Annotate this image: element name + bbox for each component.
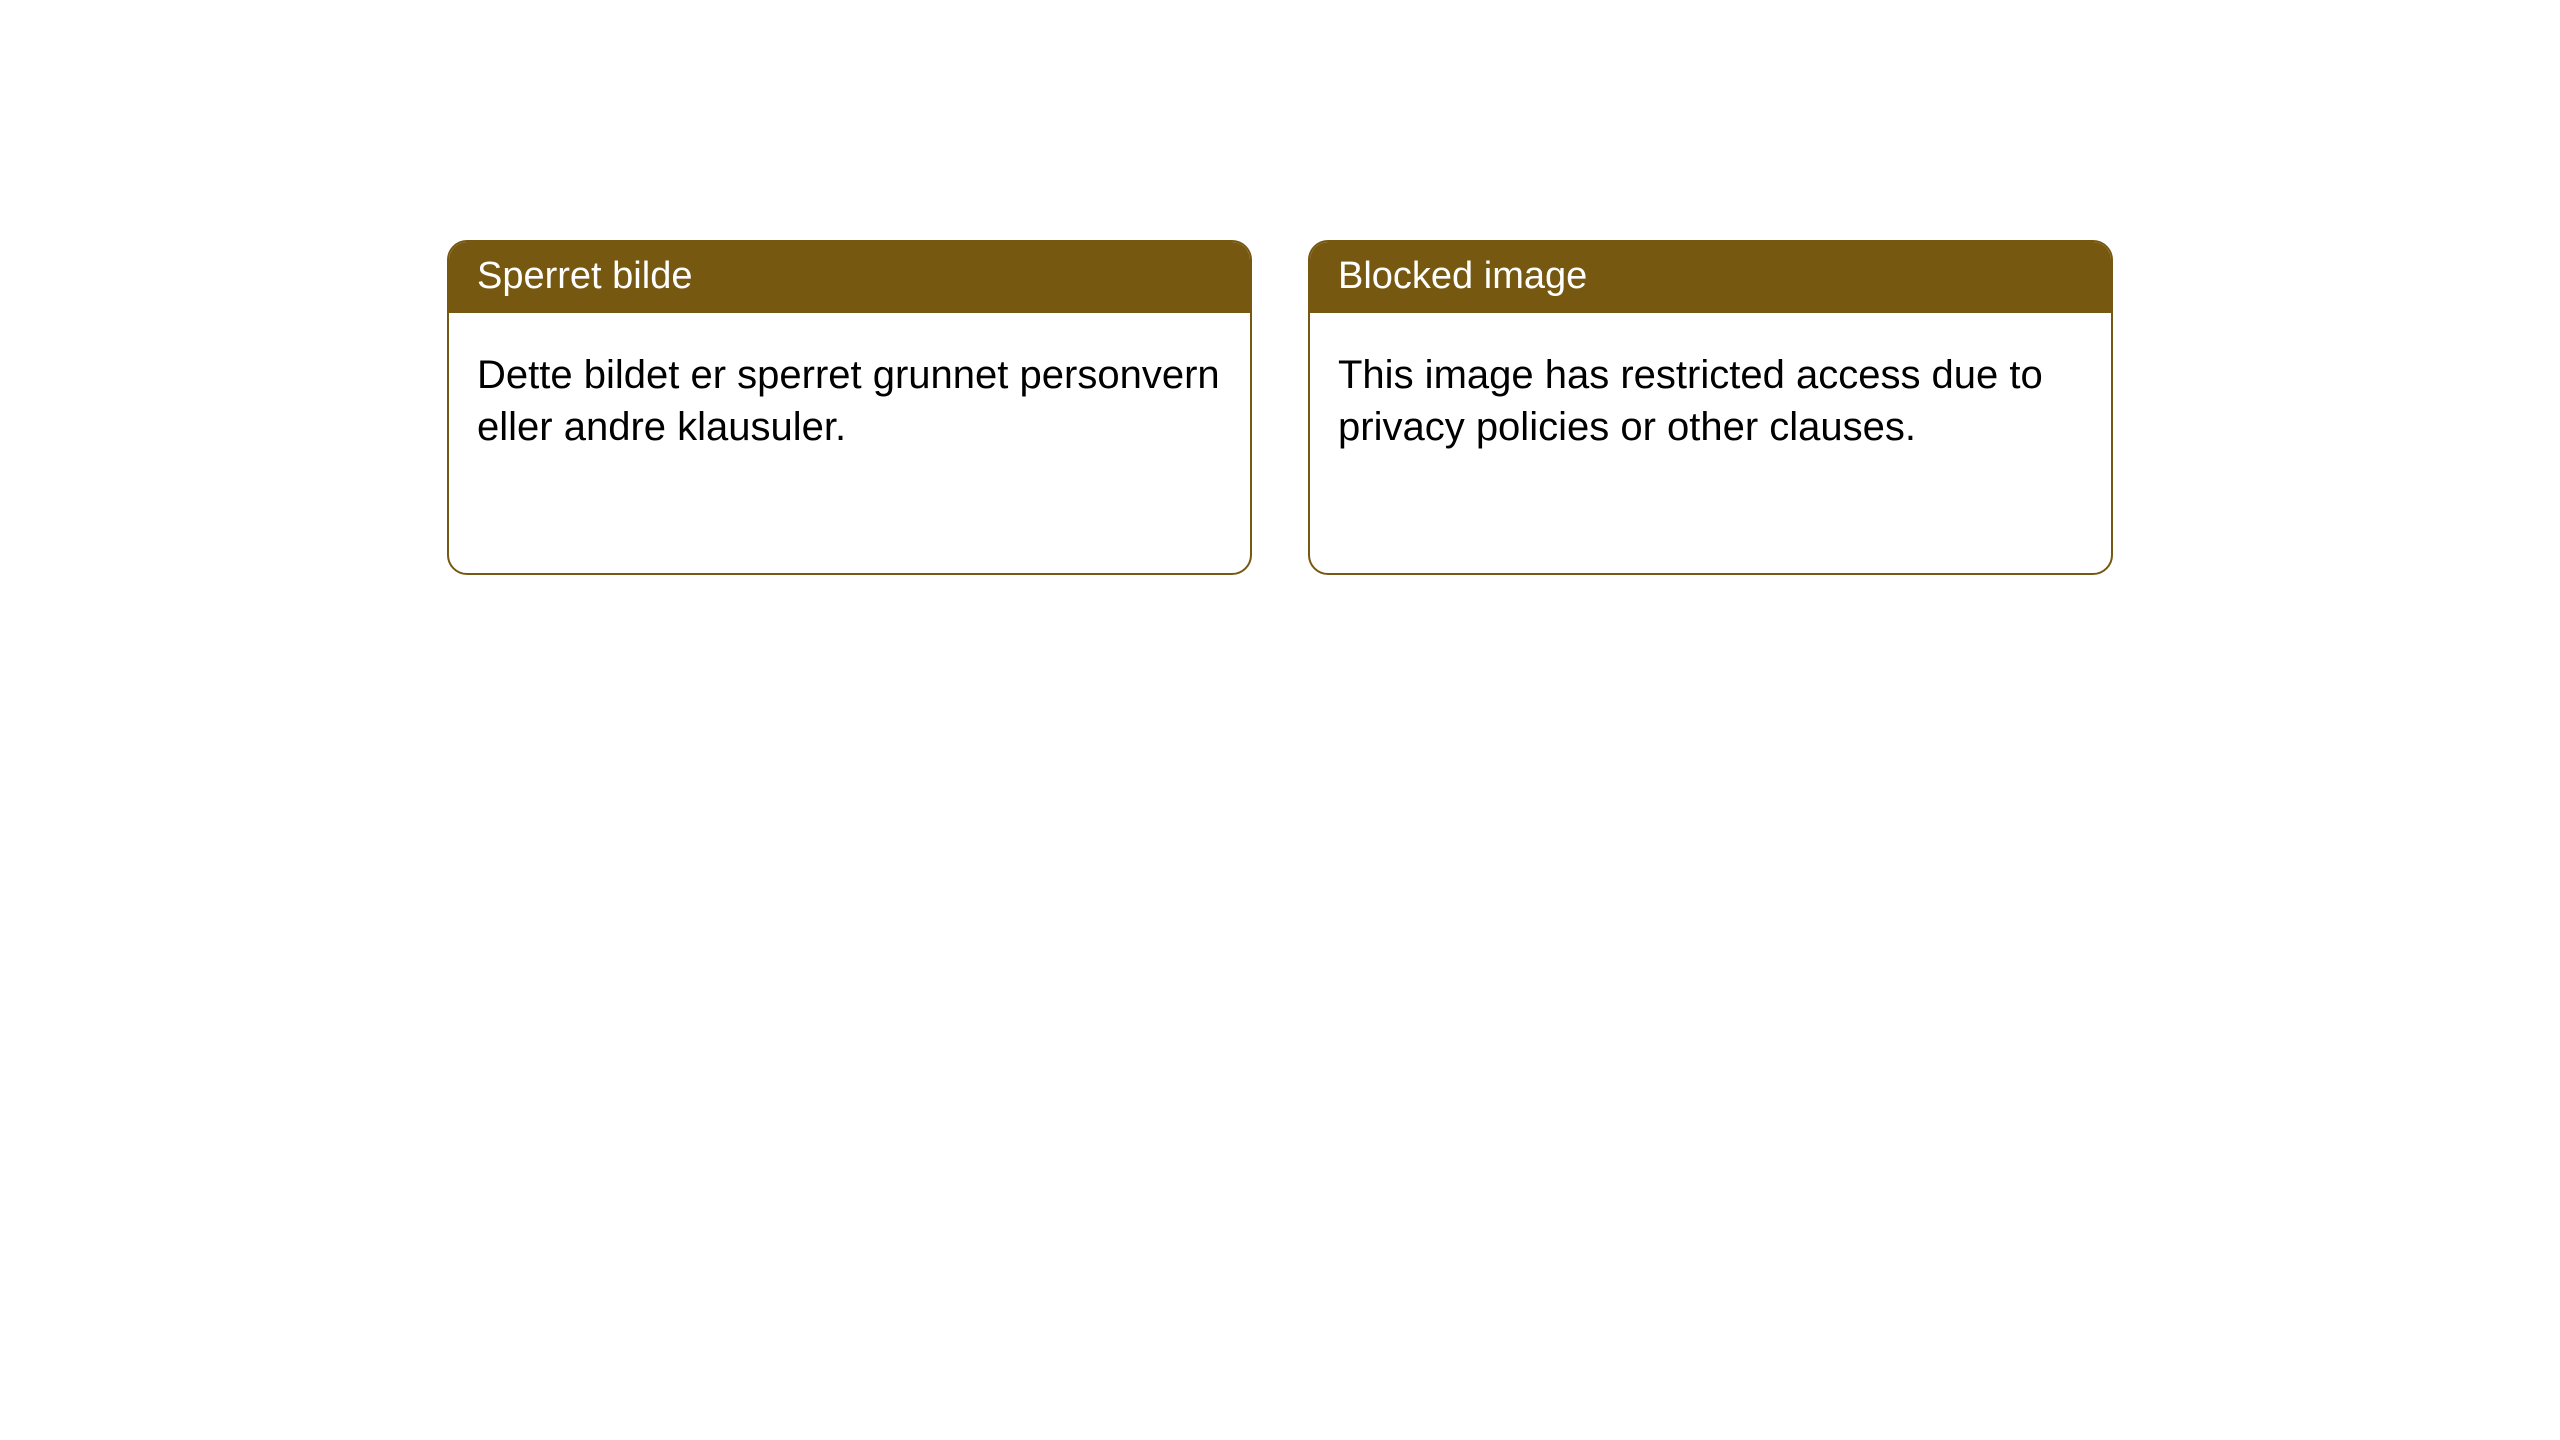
notice-header: Blocked image xyxy=(1310,242,2111,313)
notice-body: This image has restricted access due to … xyxy=(1310,313,2111,481)
notice-container: Sperret bilde Dette bildet er sperret gr… xyxy=(447,240,2113,575)
notice-card-english: Blocked image This image has restricted … xyxy=(1308,240,2113,575)
notice-card-norwegian: Sperret bilde Dette bildet er sperret gr… xyxy=(447,240,1252,575)
notice-header: Sperret bilde xyxy=(449,242,1250,313)
notice-body: Dette bildet er sperret grunnet personve… xyxy=(449,313,1250,481)
